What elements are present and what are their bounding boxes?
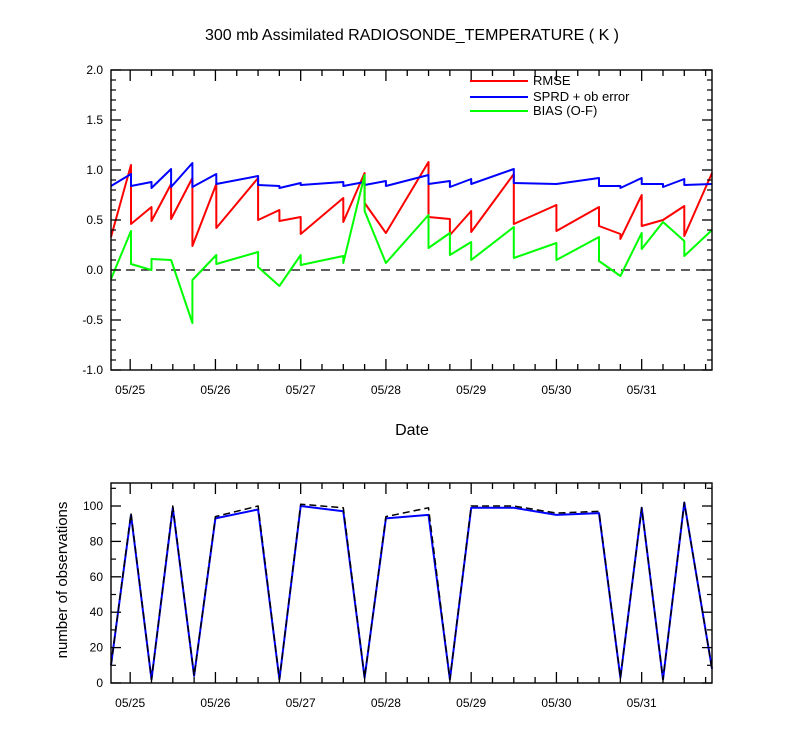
bottom-plot-frame (110, 482, 713, 684)
series-line-bias-o-f- (110, 174, 713, 324)
y-tick-label: 20 (90, 641, 104, 655)
series-line-observations-possible (110, 501, 713, 681)
x-tick-label: 05/31 (627, 383, 657, 397)
legend-label-sprd: SPRD + ob error (533, 89, 630, 104)
x-tick-label: 05/25 (115, 696, 145, 710)
y-tick-label: 1.0 (86, 163, 103, 177)
chart-title: 300 mb Assimilated RADIOSONDE_TEMPERATUR… (205, 27, 619, 44)
x-tick-label: 05/26 (200, 383, 230, 397)
y-tick-label: 2.0 (86, 63, 103, 77)
y-tick-label: 0 (96, 676, 103, 690)
x-tick-label: 05/31 (627, 696, 657, 710)
y-tick-label: 0.0 (86, 263, 103, 277)
series-line-observations-assimilated (110, 501, 713, 681)
x-axis-title: Date (395, 422, 429, 439)
top-ticks-group: 05/25 05/26 05/27 05/28 05/29 05/30 05/31 -1.0 -… (82, 63, 712, 397)
y-tick-label: 1.5 (86, 113, 103, 127)
x-tick-label: 05/25 (115, 383, 145, 397)
series-line-sprd-ob-error (110, 162, 713, 189)
y-tick-label: 40 (90, 605, 104, 619)
bias-rmse-panel: 300 mb Assimilated RADIOSONDE_TEMPERATUR… (82, 27, 713, 439)
legend-label-rmse: RMSE (533, 73, 571, 88)
bottom-ticks-group: 05/25 05/26 05/27 05/28 05/29 05/30 05/31 0 20 40… (83, 483, 712, 710)
x-tick-label: 05/28 (371, 696, 401, 710)
x-tick-label: 05/26 (200, 696, 230, 710)
x-tick-label: 05/27 (286, 383, 316, 397)
legend-label-bias: BIAS (O-F) (533, 103, 597, 118)
bottom-series-group (110, 501, 713, 681)
top-series-group (110, 161, 713, 324)
y-tick-label: -1.0 (82, 363, 103, 377)
x-tick-label: 05/30 (541, 696, 571, 710)
series-line-rmse (110, 161, 713, 247)
top-plot-frame (110, 69, 713, 371)
x-tick-label: 05/28 (371, 383, 401, 397)
x-tick-label: 05/30 (541, 383, 571, 397)
x-tick-label: 05/29 (456, 383, 486, 397)
y-axis-title-observations: number of observations (54, 502, 71, 659)
observations-panel: 05/25 05/26 05/27 05/28 05/29 05/30 05/31 0 20 40… (54, 482, 713, 710)
y-tick-label: -0.5 (82, 313, 103, 327)
x-tick-label: 05/29 (456, 696, 486, 710)
y-tick-label: 80 (90, 534, 104, 548)
legend: RMSE SPRD + ob error BIAS (O-F) (470, 73, 630, 118)
y-tick-label: 100 (83, 499, 103, 513)
x-tick-label: 05/27 (286, 696, 316, 710)
y-tick-label: 0.5 (86, 213, 103, 227)
y-tick-label: 60 (90, 570, 104, 584)
